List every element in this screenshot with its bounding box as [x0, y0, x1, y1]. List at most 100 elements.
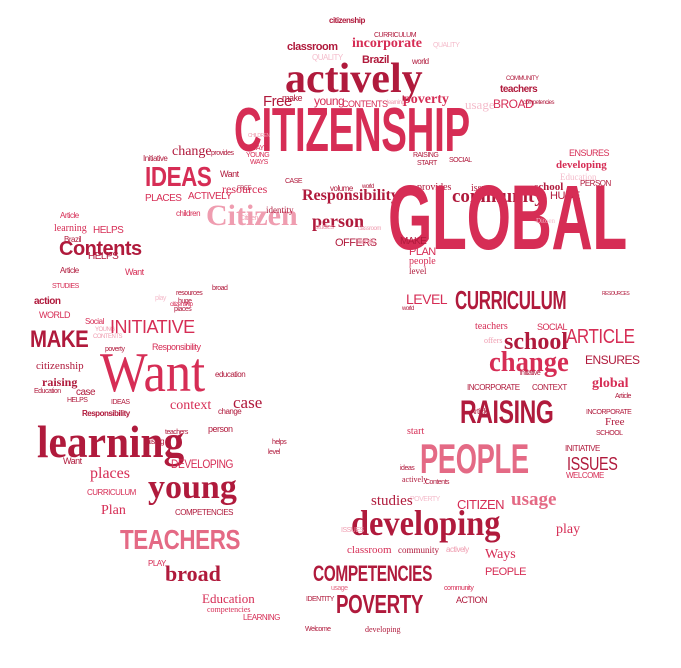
cloud-word-126: DEVELOPING [171, 457, 234, 471]
cloud-word-35: Want [220, 169, 239, 179]
cloud-word-44: PERSON [580, 179, 611, 188]
cloud-word-145: classroom [347, 544, 392, 556]
cloud-word-88: teachers [475, 321, 508, 332]
cloud-word-16: CONTENTS [342, 99, 388, 109]
cloud-word-97: change [489, 347, 569, 378]
cloud-word-94: citizenship [36, 360, 84, 372]
cloud-word-6: Brazil [362, 54, 389, 66]
cloud-word-26: change [172, 144, 212, 159]
cloud-word-9: make [282, 93, 303, 103]
cloud-word-82: CURRICULUM [455, 285, 567, 315]
cloud-word-17: learning [387, 100, 405, 106]
cloud-word-102: CONTEXT [532, 383, 567, 392]
cloud-word-130: ideas [400, 465, 415, 472]
cloud-word-58: person [312, 211, 365, 231]
cloud-word-10: COMMUNITY [506, 76, 539, 82]
cloud-word-60: Contents [59, 238, 142, 260]
cloud-word-133: CURRICULUM [87, 488, 136, 497]
cloud-word-72: HELPS [88, 251, 119, 262]
cloud-word-69: identity [357, 239, 376, 246]
cloud-word-81: LEVEL [406, 291, 448, 307]
cloud-word-92: school [504, 329, 569, 355]
cloud-word-46: resources [222, 182, 268, 196]
cloud-word-32: developing [556, 159, 607, 171]
cloud-word-71: STUDIES [52, 283, 79, 290]
cloud-word-142: play [556, 522, 581, 537]
cloud-word-80: WORLD [39, 310, 71, 320]
cloud-word-143: TEACHERS [120, 524, 241, 555]
cloud-word-127: PEOPLE [420, 435, 529, 482]
cloud-word-51: identity [266, 205, 294, 215]
cloud-word-117: start [407, 426, 425, 437]
cloud-word-38: volume [330, 184, 353, 193]
cloud-word-160: LEARNING [243, 613, 280, 622]
cloud-word-161: Welcome [305, 626, 331, 633]
cloud-word-1: CURRICULUM [374, 32, 417, 39]
cloud-word-62: MAKE [400, 236, 427, 247]
cloud-word-105: HELPS [67, 397, 88, 404]
cloud-word-147: actively [446, 545, 469, 554]
cloud-word-3: incorporate [352, 36, 422, 51]
cloud-word-23: RAISING [413, 152, 439, 159]
cloud-word-96: ENSURES [585, 353, 640, 367]
cloud-word-132: Contents [425, 479, 450, 486]
cloud-word-20: CITIZENSHIP [234, 96, 470, 165]
cloud-word-66: Ditoen [536, 217, 556, 225]
cloud-word-151: COMPETENCIES [313, 561, 433, 586]
cloud-word-90: ARTICLE [566, 326, 635, 348]
cloud-word-84: YOUNG [95, 327, 115, 333]
cloud-word-146: community [398, 545, 439, 555]
cloud-word-99: raising [42, 375, 78, 389]
cloud-word-100: Education [34, 388, 61, 395]
cloud-word-68: classroom [358, 226, 381, 232]
cloud-word-11: teachers [500, 84, 538, 95]
cloud-word-112: Free [605, 416, 625, 428]
cloud-word-91: offers [484, 336, 503, 345]
cloud-word-14: Free [263, 93, 292, 110]
cloud-word-42: HUGE [550, 190, 580, 202]
cloud-word-95: Responsibility [152, 342, 201, 352]
cloud-word-79: action [34, 296, 61, 307]
cloud-word-104: case [76, 387, 96, 398]
cloud-word-48: community [452, 186, 544, 207]
cloud-word-61: OFFERS [335, 237, 377, 249]
cloud-word-164: world [402, 306, 414, 312]
cloud-word-128: ISSUES [567, 454, 618, 474]
cloud-word-111: INCORPORATE [586, 409, 632, 416]
cloud-word-4: QUALITY [433, 42, 460, 49]
cloud-word-113: SCHOOL [596, 430, 623, 437]
cloud-word-7: world [412, 57, 429, 66]
cloud-word-129: WELCOME [566, 471, 604, 480]
cloud-word-106: IDEAS [111, 399, 130, 406]
cloud-word-13: competencies [523, 100, 555, 106]
cloud-word-109: change [218, 407, 242, 416]
cloud-word-74: play [155, 295, 166, 302]
cloud-word-153: usage [331, 585, 348, 592]
cloud-word-54: HELPS [93, 225, 124, 236]
cloud-word-45: ACTIVELY [188, 191, 232, 202]
cloud-word-131: actively [402, 475, 428, 484]
cloud-word-89: SOCIAL [537, 322, 568, 332]
cloud-word-36: CASE [285, 178, 303, 185]
cloud-word-158: POVERTY [336, 589, 423, 619]
cloud-word-75: resources [176, 290, 203, 297]
cloud-word-116: context [170, 398, 212, 413]
cloud-word-114: RAISING [460, 394, 554, 430]
cloud-word-56: children [176, 209, 201, 218]
cloud-word-31: ENSURES [569, 148, 610, 158]
cloud-word-101: INCORPORATE [467, 383, 520, 392]
cloud-word-107: Responsibility [82, 409, 130, 418]
cloud-word-85: CONTENTS [93, 334, 123, 340]
cloud-word-115: learning [37, 416, 185, 467]
cloud-word-12: BROAD [493, 97, 534, 111]
cloud-word-2: classroom [287, 41, 338, 53]
cloud-word-41: issues [471, 183, 495, 194]
cloud-word-103: global [592, 376, 629, 391]
cloud-word-144: ISSUES [341, 527, 364, 534]
cloud-word-119: teachers [165, 429, 188, 436]
cloud-word-34: IDEAS [145, 161, 212, 192]
cloud-word-155: ACTION [456, 595, 488, 605]
cloud-word-39: world [362, 184, 374, 190]
cloud-word-118: INITIATIVE [565, 444, 600, 453]
cloud-word-52: Article [60, 211, 79, 220]
